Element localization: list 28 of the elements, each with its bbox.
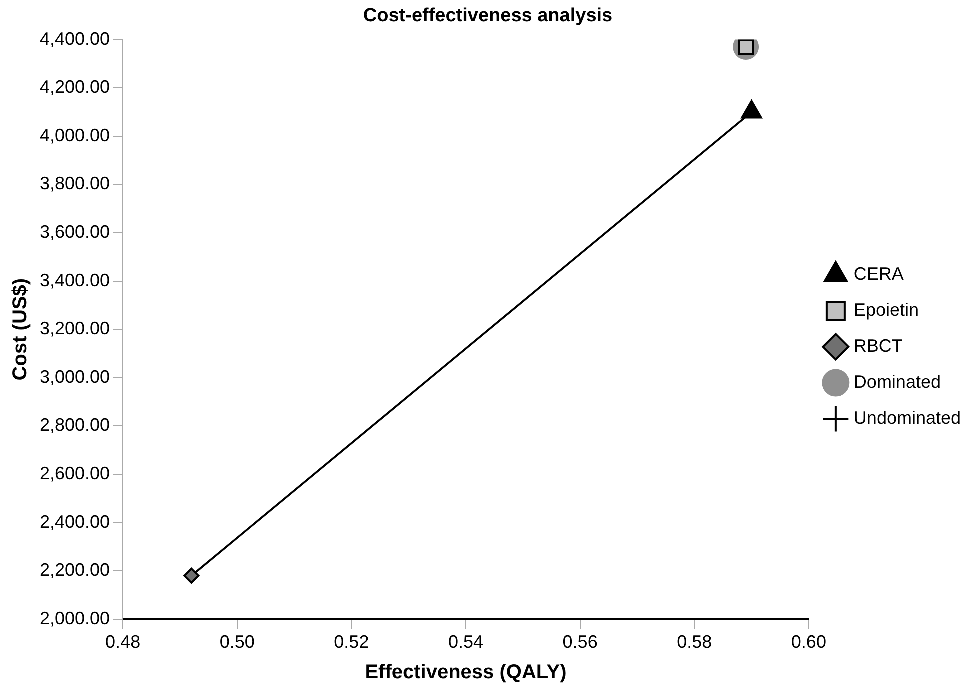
- legend-label: RBCT: [854, 336, 903, 356]
- x-tick-label: 0.56: [562, 632, 598, 652]
- chart-title: Cost-effectiveness analysis: [363, 6, 613, 27]
- legend-label: Epoietin: [854, 300, 919, 320]
- y-tick-label: 3,000.00: [40, 366, 110, 387]
- y-tick-label: 2,000.00: [40, 608, 110, 628]
- x-tick-label: 0.52: [334, 632, 370, 652]
- legend-label: Dominated: [854, 372, 941, 392]
- y-tick-label: 2,400.00: [40, 512, 110, 532]
- x-tick-label: 0.48: [106, 632, 141, 652]
- y-tick-label: 3,400.00: [40, 270, 110, 290]
- legend-label: Undominated: [854, 408, 962, 428]
- y-tick-label: 3,600.00: [40, 222, 110, 242]
- x-axis-title: Effectiveness (QALY): [365, 662, 567, 684]
- legend-label: CERA: [854, 264, 904, 284]
- y-tick-label: 3,200.00: [40, 318, 110, 339]
- y-tick-label: 4,200.00: [40, 77, 110, 98]
- y-tick-label: 2,600.00: [40, 463, 110, 484]
- y-tick-label: 4,400.00: [40, 28, 110, 49]
- y-tick-label: 2,800.00: [40, 415, 110, 436]
- y-tick-label: 3,800.00: [40, 174, 110, 194]
- y-axis-title: Cost (US$): [10, 278, 32, 381]
- x-tick-label: 0.58: [677, 632, 712, 652]
- y-tick-label: 2,200.00: [40, 560, 110, 580]
- x-tick-label: 0.54: [448, 632, 484, 652]
- x-tick-label: 0.60: [791, 632, 826, 652]
- x-tick-label: 0.50: [220, 632, 255, 652]
- y-tick-label: 4,000.00: [40, 125, 110, 146]
